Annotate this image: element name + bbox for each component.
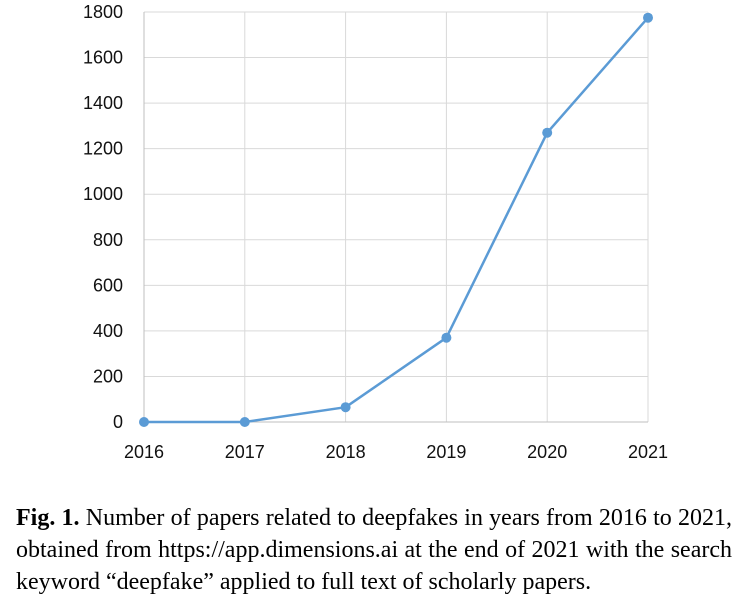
figure-caption: Fig. 1. Number of papers related to deep… [16,502,732,598]
y-tick-label: 1200 [83,139,123,159]
data-point [643,12,653,23]
y-tick-label: 800 [93,230,123,250]
data-point [441,332,452,343]
y-tick-label: 400 [93,321,123,341]
data-point [340,402,351,413]
y-tick-label: 1400 [83,93,123,113]
axes [143,12,648,423]
caption-label: Fig. 1. [16,505,80,531]
x-tick-label: 2020 [527,442,567,462]
x-tick-label: 2016 [124,442,164,462]
x-axis-ticks: 2016 2017 2018 2019 2020 2021 [124,442,668,462]
y-axis-ticks: 0 200 400 600 800 1000 1200 1400 1600 1800 [83,2,123,432]
y-tick-label: 600 [93,275,123,295]
x-tick-label: 2018 [326,442,366,462]
y-tick-label: 1000 [83,184,123,204]
y-tick-label: 0 [113,412,123,432]
x-tick-label: 2019 [426,442,466,462]
data-point [542,127,553,138]
data-point [139,417,149,427]
x-tick-label: 2017 [225,442,265,462]
y-tick-label: 1600 [83,48,123,68]
y-tick-label: 200 [93,366,123,386]
caption-text: Number of papers related to deepfakes in… [16,505,733,595]
series-line [144,16,649,424]
x-tick-label: 2021 [628,442,668,462]
y-tick-label: 1800 [83,2,123,22]
gridlines [144,11,649,422]
series [139,12,653,427]
data-point [239,417,250,427]
